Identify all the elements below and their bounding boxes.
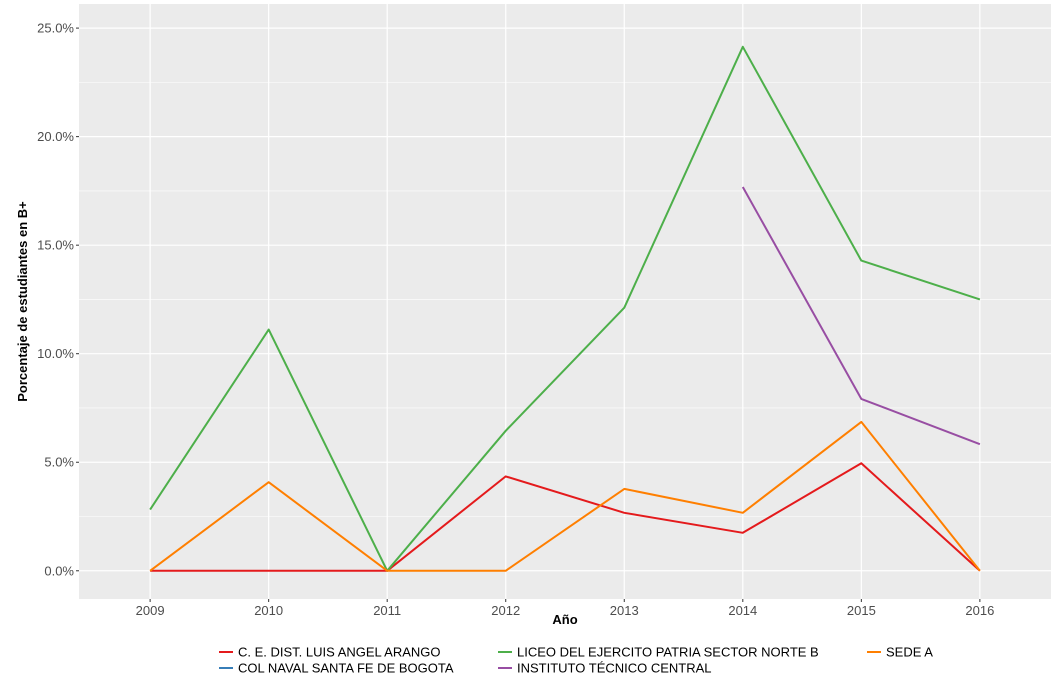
y-tick-label: 10.0% [37,346,74,361]
series-line-0 [150,462,981,572]
series-line-3 [741,186,981,446]
series-line-2 [149,45,981,572]
x-tick-label: 2011 [373,603,401,618]
y-tick-label: 20.0% [37,129,74,144]
x-tick-label: 2009 [136,603,165,618]
y-tick-label: 0.0% [44,563,74,578]
legend-label-4: SEDE A [886,645,933,660]
x-tick-label: 2016 [965,603,994,618]
y-tick-label: 5.0% [44,455,74,470]
series-lines [149,45,981,572]
legend-label-2: LICEO DEL EJERCITO PATRIA SECTOR NORTE B [517,645,819,660]
plot-panel [79,4,1051,599]
x-axis-title: Año [552,612,577,627]
x-tick-label: 2015 [847,603,876,618]
y-axis-title: Porcentaje de estudiantes en B+ [15,201,30,402]
y-tick-label: 15.0% [37,238,74,253]
x-tick-label: 2010 [254,603,283,618]
legend-label-1: COL NAVAL SANTA FE DE BOGOTA [238,661,454,676]
legend-label-0: C. E. DIST. LUIS ANGEL ARANGO [238,645,441,660]
x-tick-label: 2012 [491,603,520,618]
x-tick-label: 2014 [728,603,757,618]
legend-label-3: INSTITUTO TÉCNICO CENTRAL [517,661,712,676]
x-tick-label: 2013 [610,603,639,618]
y-tick-label: 25.0% [37,21,74,36]
axes: 0.0% 5.0% 10.0% 15.0% 20.0% 25.0% 2009 2010 2011… [37,21,994,618]
series-line-4 [149,420,981,572]
